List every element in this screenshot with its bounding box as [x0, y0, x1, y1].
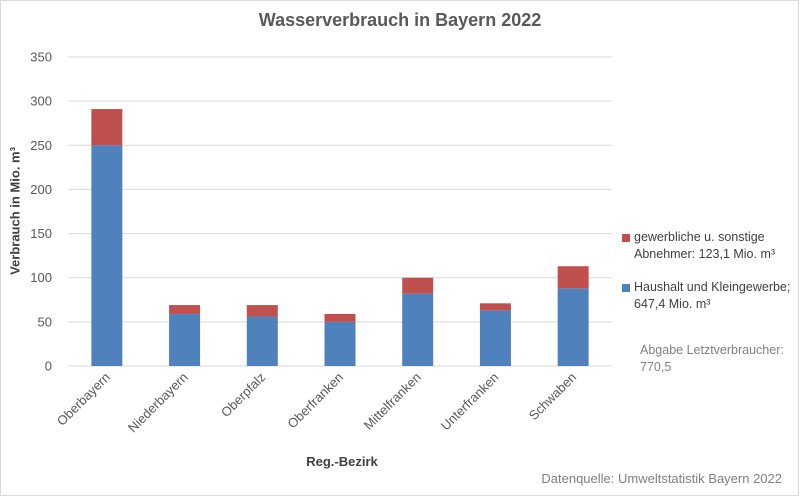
- bar-commercial-schwaben: [557, 266, 589, 289]
- bar-household-oberpfalz: [246, 316, 278, 366]
- bar-household-oberfranken: [324, 321, 356, 366]
- y-tick-label: 150: [30, 226, 52, 241]
- bar-commercial-oberpfalz: [246, 305, 278, 317]
- y-tick-label: 100: [30, 270, 52, 285]
- x-axis-label: Reg.-Bezirk: [306, 454, 378, 469]
- y-tick-label: 250: [30, 138, 52, 153]
- legend-item-commercial: gewerbliche u. sonstige Abnehmer: 123,1 …: [622, 229, 800, 263]
- bar-household-oberbayern: [91, 145, 123, 366]
- legend-item-household: Haushalt und Kleingewerbe; 647,4 Mio. m³: [622, 279, 800, 313]
- bar-commercial-oberbayern: [91, 109, 123, 146]
- x-tick-label: Unterfranken: [438, 370, 502, 434]
- bars: [91, 109, 589, 366]
- total-annotation: Abgabe Letztverbraucher: 770,5: [640, 343, 784, 374]
- legend-label-household: Haushalt und Kleingewerbe; 647,4 Mio. m³: [634, 280, 791, 311]
- chart-title: Wasserverbrauch in Bayern 2022: [258, 10, 542, 30]
- x-tick-label: Mittelfranken: [361, 370, 424, 433]
- data-source: Datenquelle: Umweltstatistik Bayern 2022: [541, 471, 782, 486]
- y-tick-label: 50: [38, 314, 52, 329]
- bar-household-mittelfranken: [402, 293, 434, 366]
- bar-household-schwaben: [557, 288, 589, 366]
- bar-commercial-oberfranken: [324, 313, 356, 322]
- bar-commercial-niederbayern: [169, 305, 201, 314]
- x-tick-label: Oberpfalz: [218, 370, 268, 420]
- x-tick-label: Niederbayern: [125, 370, 191, 436]
- bar-commercial-mittelfranken: [402, 277, 434, 294]
- legend-swatch-household: [622, 284, 630, 292]
- y-tick-label: 200: [30, 182, 52, 197]
- bar-household-unterfranken: [479, 310, 511, 366]
- bar-household-niederbayern: [169, 313, 201, 366]
- legend-swatch-commercial: [622, 234, 630, 242]
- y-tick-label: 350: [30, 50, 52, 65]
- y-tick-label: 300: [30, 94, 52, 109]
- y-tick-label: 0: [45, 359, 52, 374]
- x-tick-labels: Oberbayern Niederbayern Oberpfalz Oberfrank…: [54, 370, 579, 436]
- legend-label-commercial: gewerbliche u. sonstige Abnehmer: 123,1 …: [634, 230, 776, 261]
- bar-commercial-unterfranken: [479, 303, 511, 311]
- x-tick-label: Schwaben: [526, 370, 580, 424]
- x-tick-label: Oberbayern: [54, 370, 113, 429]
- x-tick-label: Oberfranken: [284, 370, 346, 432]
- y-tick-labels: 0 50 100 150 200 250 300 350: [30, 50, 52, 374]
